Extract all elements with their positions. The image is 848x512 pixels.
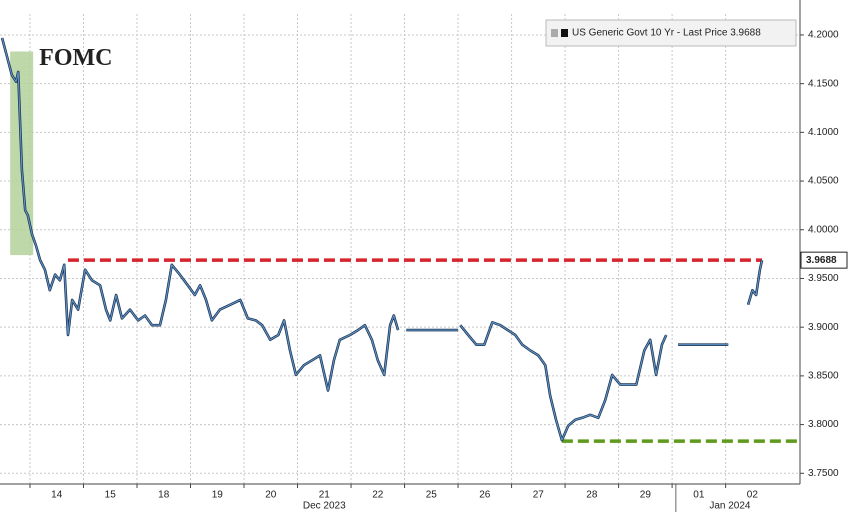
x-tick-label: 27 [533,490,545,501]
x-tick-label: 20 [265,490,277,501]
y-tick-label: 4.0500 [808,176,839,187]
x-tick-label: 19 [212,490,224,501]
y-tick-label: 3.7500 [808,468,839,479]
series-line [0,37,764,442]
y-tick-label: 3.8500 [808,371,839,382]
annotation-label: FOMC [39,45,112,71]
x-tick-label: 21 [319,490,331,501]
y-tick-label: 4.0000 [808,224,839,235]
x-tick-label: 25 [426,490,438,501]
y-tick-label: 4.2000 [808,30,839,41]
y-tick-label: 3.8000 [808,419,839,430]
last-price-label: 3.9688 [806,255,837,266]
last-price-tag [800,251,848,269]
y-tick-label: 4.1000 [808,127,839,138]
x-tick-label: 02 [747,490,759,501]
x-tick-label: 15 [105,490,117,501]
y-tick-label: 4.1500 [808,78,839,89]
x-tick-label: 14 [51,490,63,501]
x-tick-label: 29 [640,490,652,501]
y-tick-label: 3.9500 [808,273,839,284]
y-tick-label: 3.9000 [808,322,839,333]
x-tick-label: 22 [372,490,384,501]
x-group-label: Jan 2024 [709,501,751,512]
x-tick-label: 26 [479,490,491,501]
legend-swatch [551,29,558,37]
x-tick-label: 01 [693,490,705,501]
legend-swatch [561,29,568,37]
x-tick-label: 18 [158,490,170,501]
x-tick-label: 28 [586,490,598,501]
legend-box [545,19,797,47]
series-line-highlight [1,37,763,441]
legend: US Generic Govt 10 Yr - Last Price 3.968… [545,19,797,47]
x-group-label: Dec 2023 [303,501,346,512]
legend-label: US Generic Govt 10 Yr - Last Price 3.968… [572,28,761,39]
